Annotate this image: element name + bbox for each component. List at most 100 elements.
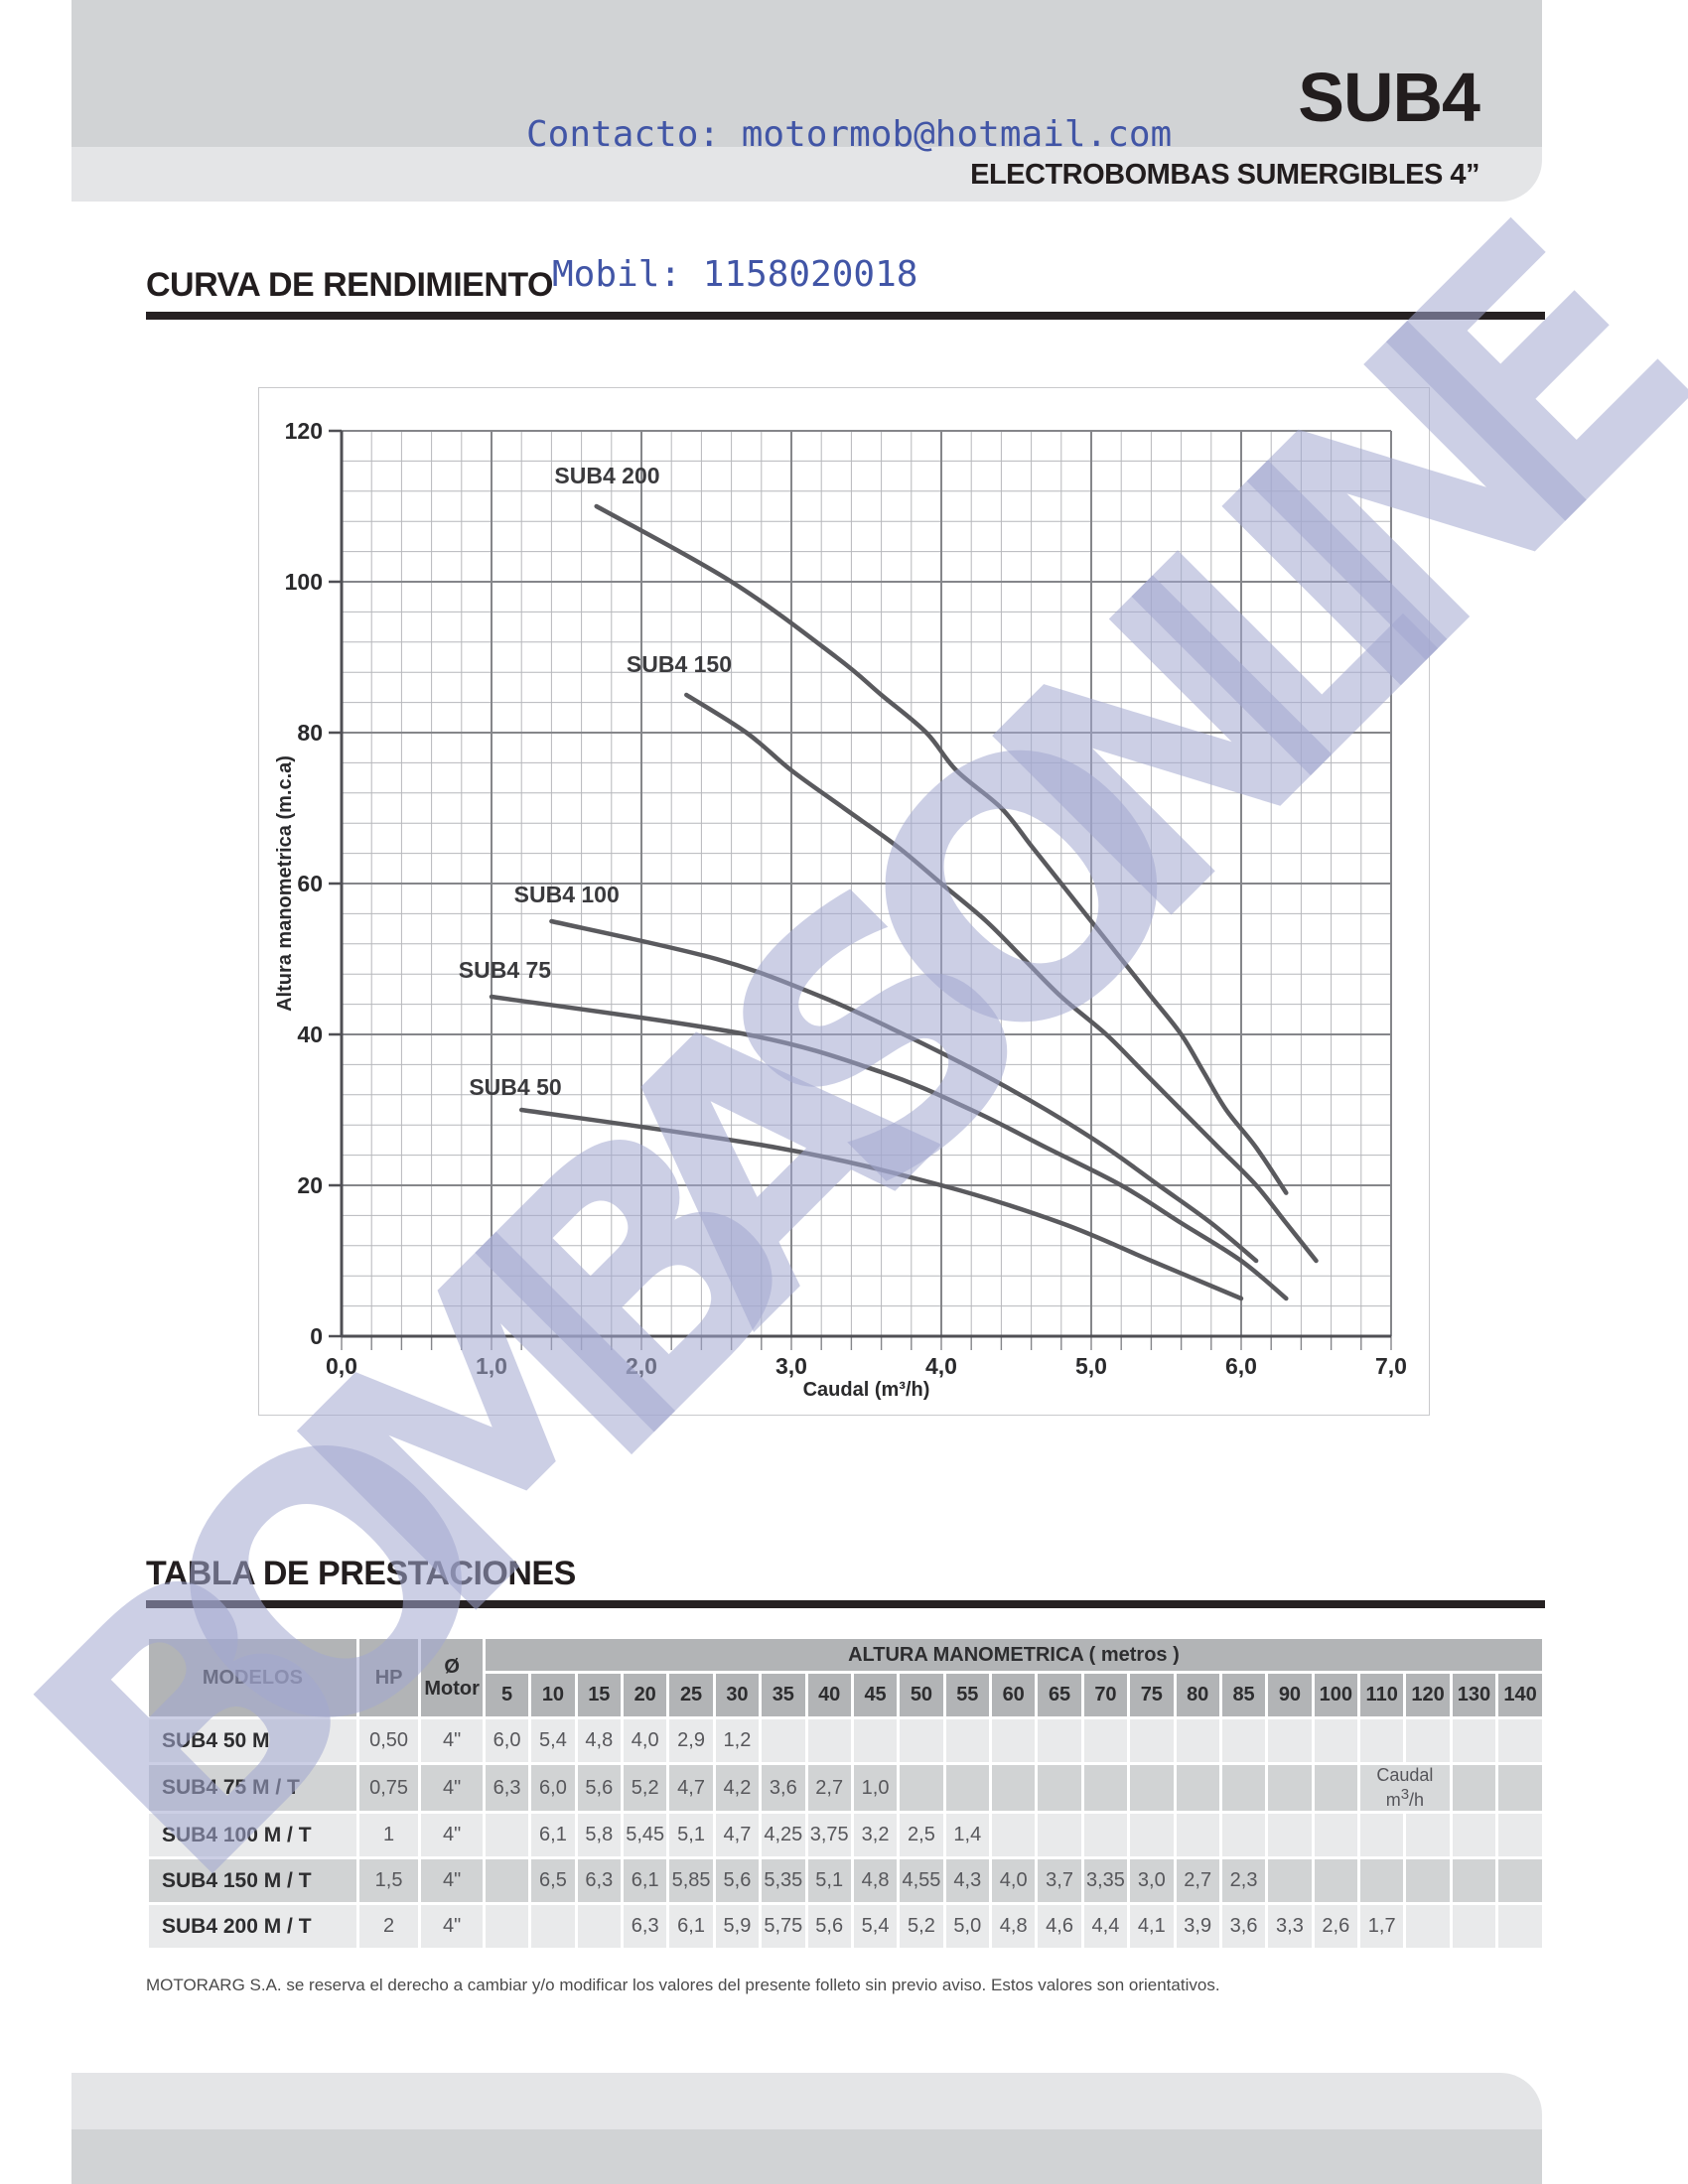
flow-value: 2,9 bbox=[669, 1719, 713, 1762]
flow-value bbox=[1498, 1859, 1542, 1902]
col-header-20m: 20 bbox=[624, 1674, 667, 1716]
flow-value: 4,55 bbox=[900, 1859, 943, 1902]
flow-value bbox=[1268, 1814, 1312, 1856]
flow-value bbox=[1038, 1719, 1081, 1762]
flow-value: 4,7 bbox=[669, 1765, 713, 1811]
flow-value: 6,3 bbox=[485, 1765, 529, 1811]
flow-value: 4,1 bbox=[1130, 1905, 1174, 1948]
motor-word: Motor bbox=[424, 1678, 480, 1700]
flow-value: 5,2 bbox=[624, 1765, 667, 1811]
flow-value bbox=[1268, 1859, 1312, 1902]
flow-value: 4,6 bbox=[1038, 1905, 1081, 1948]
flow-value: 2,7 bbox=[1176, 1859, 1219, 1902]
caudal-sup: 3 bbox=[1400, 1786, 1410, 1803]
y-tick-label: 20 bbox=[297, 1172, 323, 1198]
flow-value: 6,1 bbox=[624, 1859, 667, 1902]
flow-value bbox=[1038, 1765, 1081, 1811]
x-tick-label: 5,0 bbox=[1075, 1353, 1107, 1379]
flow-value: 5,2 bbox=[900, 1905, 943, 1948]
header-band-dark bbox=[71, 0, 1542, 147]
flow-value bbox=[1360, 1859, 1404, 1902]
flow-value: 5,6 bbox=[577, 1765, 621, 1811]
model-name: SUB4 200 M / T bbox=[149, 1905, 356, 1948]
flow-value bbox=[1452, 1719, 1496, 1762]
flow-value: 2,5 bbox=[900, 1814, 943, 1856]
col-header-45m: 45 bbox=[853, 1674, 898, 1716]
motor-diameter: 4" bbox=[421, 1765, 483, 1811]
flow-value: 4,3 bbox=[945, 1859, 989, 1902]
flow-value: 4,8 bbox=[853, 1859, 898, 1902]
flow-value: 5,0 bbox=[945, 1905, 989, 1948]
col-header-50m: 50 bbox=[900, 1674, 943, 1716]
curve-label-SUB4-50: SUB4 50 bbox=[469, 1074, 561, 1100]
flow-value bbox=[1083, 1765, 1128, 1811]
table-row-SUB4-50-M: SUB4 50 M 0,50 4" 6,0 5,4 4,8 4,0 2,9 1,2 bbox=[149, 1719, 1542, 1762]
flow-value bbox=[1221, 1765, 1266, 1811]
flow-value: 5,6 bbox=[715, 1859, 760, 1902]
flow-value bbox=[1314, 1859, 1357, 1902]
performance-chart: 0 20 40 60 80 100 120 0,0 1,0 2,0 3,0 4,0 5,0 6,0 7,0 C… bbox=[258, 387, 1430, 1416]
flow-value bbox=[992, 1719, 1036, 1762]
col-header-hp: HP bbox=[358, 1639, 419, 1716]
flow-value: 4,4 bbox=[1083, 1905, 1128, 1948]
y-tick-label: 120 bbox=[285, 418, 323, 444]
flow-value: 2,3 bbox=[1221, 1859, 1266, 1902]
contact-phone: Mobil: 1158020018 bbox=[552, 254, 918, 295]
y-axis-title: Altura manometrica (m.c.a) bbox=[274, 755, 296, 1012]
flow-value: 3,75 bbox=[807, 1814, 851, 1856]
flow-value bbox=[1176, 1719, 1219, 1762]
curve-SUB4-200 bbox=[594, 503, 1289, 1195]
flow-value bbox=[485, 1814, 529, 1856]
disclaimer-note: MOTORARG S.A. se reserva el derecho a ca… bbox=[146, 1976, 1220, 1994]
flow-value bbox=[1406, 1814, 1450, 1856]
x-tick-label: 7,0 bbox=[1375, 1353, 1407, 1379]
flow-value: 5,8 bbox=[577, 1814, 621, 1856]
model-name: SUB4 50 M bbox=[149, 1719, 356, 1762]
col-header-80m: 80 bbox=[1176, 1674, 1219, 1716]
caudal-unit-note: Caudal m3/h bbox=[1360, 1765, 1450, 1811]
flow-value bbox=[1498, 1719, 1542, 1762]
prestaciones-table: MODELOS HP Ø Motor ALTURA MANOMETRICA ( metr… bbox=[146, 1636, 1545, 1951]
motor-diameter: 4" bbox=[421, 1814, 483, 1856]
flow-value bbox=[1314, 1814, 1357, 1856]
flow-value bbox=[1452, 1765, 1496, 1811]
col-header-5m: 5 bbox=[485, 1674, 529, 1716]
flow-value bbox=[1176, 1814, 1219, 1856]
hp-value: 1 bbox=[358, 1814, 419, 1856]
flow-value: 5,45 bbox=[624, 1814, 667, 1856]
product-subtitle: ELECTROBOMBAS SUMERGIBLES 4” bbox=[970, 159, 1479, 191]
model-name: SUB4 100 M / T bbox=[149, 1814, 356, 1856]
col-header-65m: 65 bbox=[1038, 1674, 1081, 1716]
footer-band-dark bbox=[71, 2129, 1542, 2184]
col-header-100m: 100 bbox=[1314, 1674, 1357, 1716]
performance-chart-svg: 0 20 40 60 80 100 120 0,0 1,0 2,0 3,0 4,0 5,0 6,0 7,0 C… bbox=[274, 418, 1407, 1401]
flow-value: 4,25 bbox=[762, 1814, 805, 1856]
flow-value bbox=[1130, 1765, 1174, 1811]
col-header-40m: 40 bbox=[807, 1674, 851, 1716]
hp-value: 1,5 bbox=[358, 1859, 419, 1902]
flow-value: 6,0 bbox=[485, 1719, 529, 1762]
x-tick-label: 6,0 bbox=[1225, 1353, 1257, 1379]
x-axis-title: Caudal (m³/h) bbox=[803, 1379, 930, 1401]
col-header-35m: 35 bbox=[762, 1674, 805, 1716]
flow-value: 3,35 bbox=[1083, 1859, 1128, 1902]
flow-value bbox=[1221, 1814, 1266, 1856]
flow-value: 6,5 bbox=[531, 1859, 575, 1902]
curve-label-SUB4-75: SUB4 75 bbox=[459, 957, 552, 983]
model-name: SUB4 75 M / T bbox=[149, 1765, 356, 1811]
flow-value bbox=[900, 1719, 943, 1762]
contact-block: Contacto: motormob@hotmail.com Mobil: 11… bbox=[526, 18, 1172, 391]
flow-value bbox=[1130, 1814, 1174, 1856]
model-name: SUB4 150 M / T bbox=[149, 1859, 356, 1902]
curve-SUB4-100 bbox=[549, 918, 1259, 1264]
flow-value: 3,3 bbox=[1268, 1905, 1312, 1948]
flow-value: 6,1 bbox=[531, 1814, 575, 1856]
flow-value bbox=[1038, 1814, 1081, 1856]
col-header-85m: 85 bbox=[1221, 1674, 1266, 1716]
curve-label-SUB4-100: SUB4 100 bbox=[514, 882, 620, 907]
flow-value: 5,4 bbox=[531, 1719, 575, 1762]
flow-value: 3,2 bbox=[853, 1814, 898, 1856]
flow-value: 1,7 bbox=[1360, 1905, 1404, 1948]
flow-value bbox=[485, 1859, 529, 1902]
